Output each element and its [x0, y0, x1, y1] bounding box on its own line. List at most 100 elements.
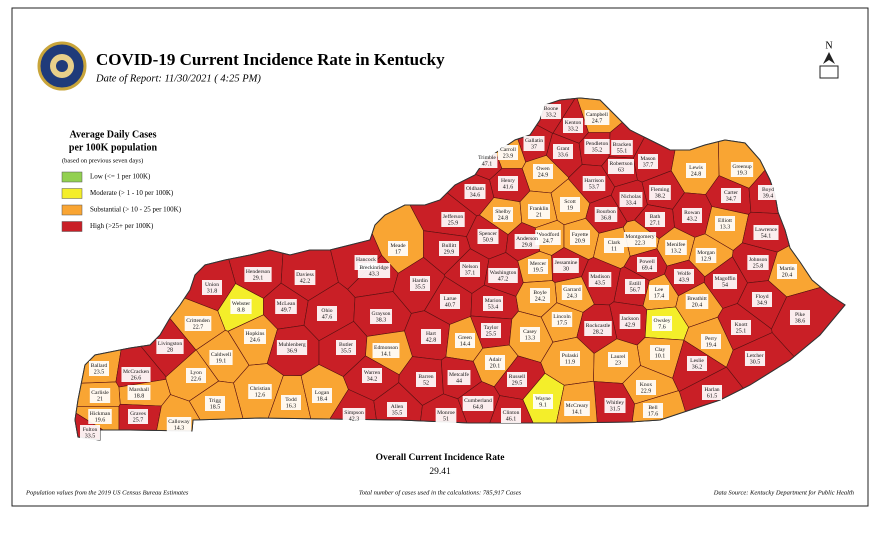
- label-box: [89, 361, 109, 376]
- county-value: 18.8: [134, 394, 145, 400]
- county-name: Russell: [509, 374, 526, 380]
- county-name: Magoffin: [714, 275, 735, 282]
- label-box: [435, 408, 457, 423]
- county-value: 42.8: [426, 338, 437, 344]
- title: COVID-19 Current Incidence Rate in Kentu…: [96, 50, 445, 69]
- county-value: 26.6: [131, 376, 142, 382]
- county-value: 47.6: [322, 315, 333, 321]
- summary-value: 29.41: [429, 467, 451, 477]
- county-value: 33.4: [626, 201, 637, 207]
- label-box: [541, 104, 561, 119]
- county-name: Anderson: [516, 236, 538, 242]
- county-value: 7.6: [658, 325, 666, 331]
- county-name: Green: [458, 335, 472, 341]
- county-value: 63: [618, 168, 624, 174]
- county-name: McCracken: [123, 369, 149, 375]
- county-name: Pike: [795, 312, 805, 318]
- county-value: 30.5: [750, 360, 761, 366]
- label-box: [636, 380, 656, 395]
- county-name: Whitley: [606, 400, 624, 406]
- county-name: Wayne: [535, 396, 551, 402]
- label-box: [570, 230, 590, 245]
- county-name: Taylor: [484, 325, 499, 331]
- county-value: 42.9: [625, 323, 636, 329]
- county-value: 11.9: [565, 360, 575, 366]
- county-value: 69.4: [642, 266, 653, 272]
- county-value: 29.5: [512, 381, 523, 387]
- label-box: [619, 314, 641, 329]
- county-name: Johnson: [749, 257, 768, 263]
- county-value: 42.3: [349, 417, 360, 423]
- county-value: 25.8: [753, 264, 764, 270]
- county-name: Shelby: [495, 209, 511, 215]
- label-box: [312, 388, 332, 403]
- county-name: Webster: [232, 301, 250, 307]
- county-name: Garrard: [563, 287, 581, 293]
- county-name: Owsley: [653, 318, 670, 324]
- county-value: 54: [722, 283, 728, 289]
- county-value: 29.1: [253, 276, 264, 282]
- county-value: 47.2: [498, 277, 509, 283]
- county-name: Bracken: [613, 142, 632, 148]
- label-box: [715, 216, 735, 231]
- county-value: 43.9: [679, 278, 690, 284]
- county-name: Todd: [285, 397, 297, 403]
- county-name: Morgan: [697, 250, 715, 256]
- label-box: [643, 403, 663, 418]
- label-box: [477, 229, 499, 244]
- county-value: 34.7: [726, 197, 737, 203]
- label-box: [156, 339, 184, 354]
- county-name: Christian: [250, 386, 271, 392]
- county-value: 24.2: [535, 297, 546, 303]
- county-value: 19.1: [216, 359, 227, 365]
- county-name: Clinton: [503, 410, 520, 416]
- label-box: [184, 316, 212, 331]
- county-value: 38.2: [655, 194, 666, 200]
- county-name: Carlisle: [91, 390, 109, 396]
- county-value: 28.2: [593, 330, 604, 336]
- county-name: Gallatin: [525, 138, 543, 144]
- county-value: 53.7: [589, 185, 600, 191]
- county-name: Knox: [640, 382, 653, 388]
- county-name: Owen: [536, 166, 550, 172]
- county-name: Washington: [490, 270, 517, 276]
- label-box: [416, 372, 436, 387]
- county-value: 22.7: [193, 325, 204, 331]
- county-name: Metcalfe: [449, 371, 469, 378]
- legend-swatch: [61, 204, 83, 216]
- county-name: Clark: [608, 240, 621, 246]
- county-name: Henry: [501, 178, 515, 184]
- county-name: Grant: [557, 146, 570, 152]
- county-value: 10.1: [655, 354, 666, 360]
- county-name: Fayette: [572, 232, 589, 238]
- county-name: Mercer: [530, 261, 546, 267]
- label-box: [205, 396, 225, 411]
- county-name: Lee: [655, 287, 664, 293]
- county-value: 19.3: [737, 171, 748, 177]
- county-name: Graves: [130, 411, 146, 417]
- county-name: Robertson: [610, 161, 633, 167]
- label-box: [342, 408, 366, 423]
